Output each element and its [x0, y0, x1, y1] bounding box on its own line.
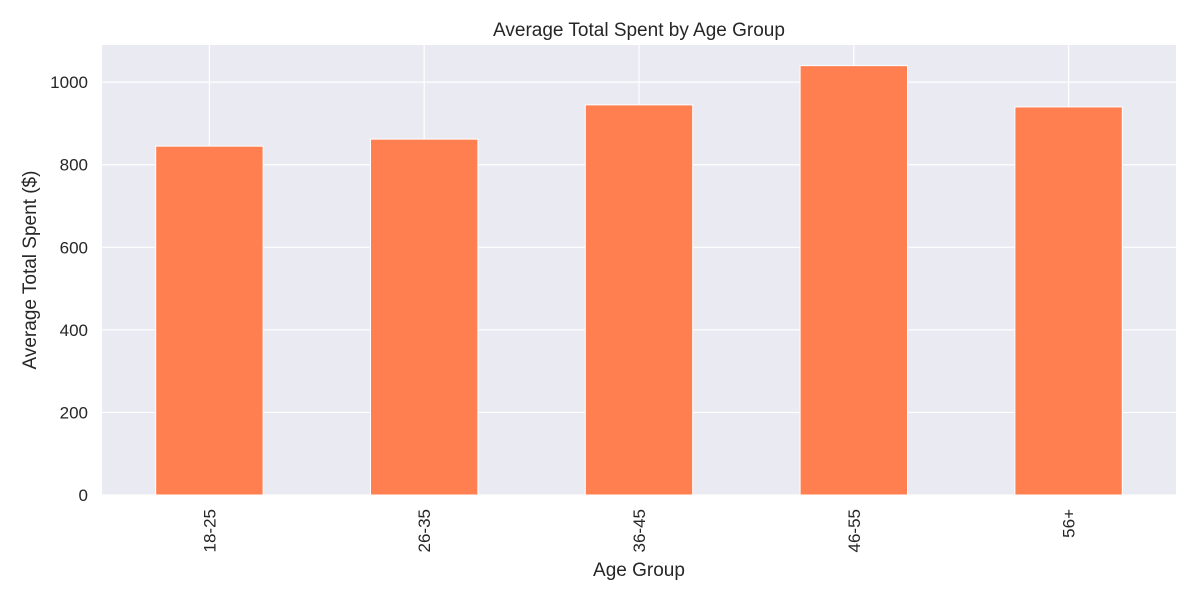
x-tick-label: 18-25: [200, 509, 219, 552]
x-tick-label: 26-35: [415, 509, 434, 552]
y-axis-label: Average Total Spent ($): [20, 171, 41, 370]
bars: [155, 65, 1123, 496]
y-tick-label: 0: [79, 486, 88, 505]
bar-56+: [1014, 106, 1123, 496]
bar-36-45: [584, 104, 694, 496]
y-tick-label: 200: [60, 403, 88, 422]
x-tick-label: 46-55: [845, 509, 864, 552]
bar-26-35: [370, 138, 479, 496]
x-tick-label: 56+: [1060, 509, 1079, 538]
y-tick-label: 600: [60, 238, 88, 257]
y-tick-label: 800: [60, 156, 88, 175]
y-axis-ticks: 0 200 400 600 800 1000: [50, 73, 88, 505]
y-tick-label: 1000: [50, 73, 88, 92]
bar-46-55: [799, 65, 908, 496]
chart-title: Average Total Spent by Age Group: [493, 20, 785, 41]
x-tick-label: 36-45: [630, 509, 649, 552]
x-axis-label: Age Group: [593, 560, 685, 581]
y-tick-label: 400: [60, 321, 88, 340]
x-axis-ticks: 18-25 26-35 36-45 46-55 56+: [200, 509, 1078, 553]
bar-18-25: [155, 145, 264, 496]
